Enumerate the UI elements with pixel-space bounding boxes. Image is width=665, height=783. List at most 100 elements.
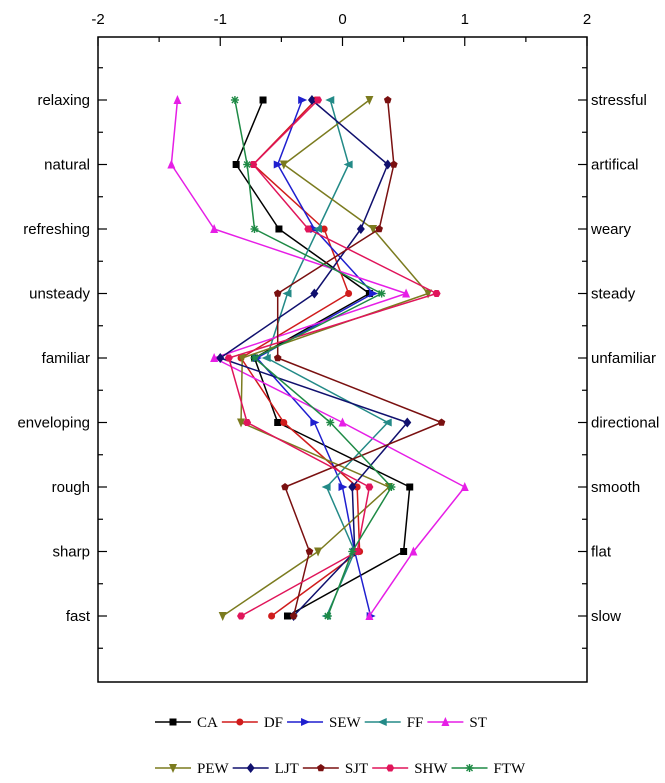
marker-stroke <box>348 548 356 555</box>
data-point-marker <box>365 96 374 105</box>
legend-item-pew: PEW <box>155 761 230 777</box>
data-point-marker <box>377 718 387 726</box>
legend-item-ftw: FTW <box>451 761 526 777</box>
data-point-marker <box>304 225 313 233</box>
left-category-label: familiar <box>42 350 90 367</box>
data-point-marker <box>173 95 182 104</box>
series-sjt <box>273 96 446 620</box>
data-point-marker <box>273 160 283 169</box>
marker-stroke <box>387 483 395 491</box>
right-category-label: stressful <box>591 92 647 109</box>
right-category-label: smooth <box>591 479 640 496</box>
right-category-label: slow <box>591 608 621 625</box>
data-point-marker <box>210 224 219 233</box>
left-axis-ticks <box>98 67 107 649</box>
data-point-marker <box>224 354 233 362</box>
data-point-marker <box>465 764 474 772</box>
x-tick-label: 2 <box>583 11 591 28</box>
data-point-marker <box>460 482 469 491</box>
data-point-marker <box>387 483 396 491</box>
x-tick-labels: -2 -1 0 1 2 <box>91 11 591 28</box>
data-point-marker <box>268 612 276 620</box>
data-point-marker <box>216 353 225 363</box>
marker-stroke <box>466 764 474 772</box>
data-point-marker <box>169 718 177 726</box>
data-point-marker <box>310 418 320 427</box>
legend-label: ST <box>469 715 487 731</box>
left-category-label: relaxing <box>37 92 90 109</box>
data-point-marker <box>348 482 357 492</box>
legend-item-sjt: SJT <box>302 761 368 777</box>
legend-label: DF <box>264 715 283 731</box>
data-point-marker <box>406 483 414 491</box>
data-point-marker <box>402 288 411 298</box>
legend: CA DF SEW FF ST PEW LJT SJT SHW FTW <box>155 715 526 777</box>
legend-item-st: ST <box>427 715 487 731</box>
marker-stroke <box>243 161 251 168</box>
data-point-marker <box>369 225 378 234</box>
data-point-marker <box>356 224 365 234</box>
data-point-marker <box>353 548 362 555</box>
data-point-marker <box>281 483 289 491</box>
marker-stroke <box>326 419 334 426</box>
marker-stroke <box>250 354 258 362</box>
data-point-marker <box>403 417 412 428</box>
legend-item-shw: SHW <box>372 761 448 777</box>
data-point-marker <box>237 612 246 620</box>
right-category-labels: stressful artifical weary steady unfamiliar d… <box>590 92 659 625</box>
right-category-label: flat <box>591 544 612 561</box>
data-point-marker <box>375 225 383 233</box>
data-point-marker <box>321 483 331 491</box>
right-category-label: steady <box>591 286 636 303</box>
marker-stroke <box>378 290 386 297</box>
series-layer <box>167 95 469 621</box>
data-point-marker <box>383 96 392 104</box>
data-point-marker <box>236 718 244 726</box>
data-point-marker <box>250 354 259 362</box>
data-point-marker <box>307 95 316 105</box>
data-point-marker <box>250 225 259 233</box>
data-point-marker <box>325 96 335 104</box>
left-category-labels: relaxing natural refreshing unsteady familia… <box>17 92 90 625</box>
data-point-marker <box>280 419 288 426</box>
x-tick-label: -1 <box>214 11 227 28</box>
data-point-marker <box>369 289 379 298</box>
legend-item-ljt: LJT <box>232 761 299 777</box>
left-category-label: unsteady <box>29 286 90 303</box>
legend-label: SEW <box>329 715 362 731</box>
data-point-marker <box>365 483 374 491</box>
data-point-marker <box>390 160 398 168</box>
data-point-marker <box>273 289 282 297</box>
right-axis-ticks <box>578 67 587 649</box>
legend-item-ff: FF <box>364 715 423 731</box>
data-point-marker <box>259 96 267 104</box>
left-category-label: refreshing <box>23 221 90 238</box>
top-axis-ticks <box>97 37 588 46</box>
series-pew <box>218 96 433 621</box>
data-point-marker <box>343 160 353 169</box>
data-point-marker <box>238 354 247 363</box>
left-category-label: enveloping <box>17 415 90 432</box>
data-point-marker <box>386 764 395 772</box>
data-point-marker <box>243 419 252 426</box>
data-point-marker <box>167 159 176 169</box>
data-point-marker <box>314 96 323 104</box>
data-point-marker <box>314 547 323 557</box>
series-shw <box>224 96 441 620</box>
data-point-marker <box>326 418 335 427</box>
legend-label: CA <box>197 715 218 731</box>
legend-label: SHW <box>414 761 448 777</box>
right-category-label: weary <box>590 221 632 238</box>
data-point-marker <box>289 612 298 620</box>
legend-label: SJT <box>345 761 368 777</box>
legend-item-ca: CA <box>155 715 218 731</box>
data-point-marker <box>243 160 252 169</box>
data-point-marker <box>298 96 308 104</box>
left-category-label: natural <box>44 157 90 174</box>
x-tick-label: -2 <box>91 11 104 28</box>
data-point-marker <box>409 546 418 556</box>
data-point-marker <box>383 159 392 170</box>
legend-item-sew: SEW <box>287 715 362 731</box>
legend-label: LJT <box>275 761 299 777</box>
